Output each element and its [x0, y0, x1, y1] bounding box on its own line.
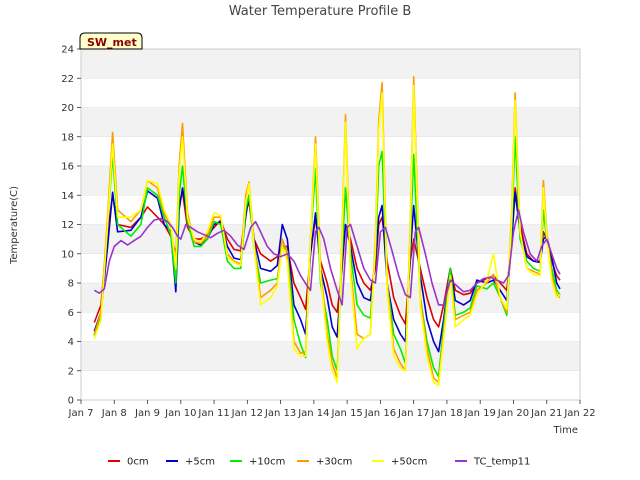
x-axis-label: Time [553, 425, 578, 436]
x-tick-label: Jan 12 [231, 408, 263, 419]
grid-band [81, 166, 580, 196]
x-tick-label: Jan 21 [530, 408, 562, 419]
x-tick-label: Jan 16 [364, 408, 396, 419]
grid-band [81, 78, 580, 108]
y-tick-label: 0 [68, 396, 74, 407]
y-tick-label: 4 [68, 337, 74, 348]
legend-label: 0cm [127, 457, 149, 468]
legend-label: +10cm [249, 457, 285, 468]
x-tick-label: Jan 17 [397, 408, 429, 419]
y-tick-label: 18 [61, 132, 74, 143]
x-tick-label: Jan 10 [164, 408, 196, 419]
x-tick-label: Jan 15 [330, 408, 362, 419]
y-tick-label: 6 [68, 308, 74, 319]
y-tick-label: 20 [61, 103, 74, 114]
y-tick-label: 14 [61, 191, 74, 202]
y-tick-label: 8 [68, 279, 74, 290]
y-tick-label: 10 [61, 249, 74, 260]
y-tick-label: 22 [61, 74, 74, 85]
x-tick-label: Jan 22 [563, 408, 595, 419]
series-line-50cm [93, 84, 561, 387]
grid-band [81, 370, 580, 400]
legend: 0cm +5cm +10cm +30cm +50cm TC_temp11 [108, 457, 530, 468]
grid-band [81, 224, 580, 254]
station-badge-box [79, 32, 143, 50]
x-tick-label: Jan 19 [464, 408, 496, 419]
x-tick-label: Jan 7 [68, 408, 94, 419]
grid-band [81, 49, 580, 79]
x-tick-label: Jan 14 [297, 408, 329, 419]
y-tick-label: 2 [68, 366, 74, 377]
y-tick-label: 12 [61, 220, 74, 231]
y-tick-label: 24 [61, 45, 74, 56]
series-lines [93, 76, 561, 387]
grid-band [81, 136, 580, 166]
legend-label: TC_temp11 [473, 457, 530, 468]
x-tick-label: Jan 11 [197, 408, 229, 419]
x-tick-label: Jan 9 [134, 408, 160, 419]
station-badge: SW_met [79, 32, 143, 50]
x-tick-label: Jan 13 [264, 408, 296, 419]
x-axis-ticks: Jan 7 Jan 8 Jan 9 Jan 10 Jan 11 Jan 12 Jan 13 J… [68, 400, 596, 419]
x-tick-label: Jan 18 [430, 408, 462, 419]
y-tick-label: 16 [61, 162, 74, 173]
y-axis-label: Temperature(C) [9, 186, 20, 265]
x-tick-label: Jan 8 [101, 408, 127, 419]
station-badge-label: SW_met [87, 36, 137, 49]
x-tick-label: Jan 20 [497, 408, 529, 419]
series-line-tctemp11 [93, 209, 561, 306]
legend-label: +50cm [391, 457, 427, 468]
chart-title: Water Temperature Profile B [229, 4, 412, 19]
legend-label: +30cm [316, 457, 352, 468]
grid-band [81, 107, 580, 137]
legend-label: +5cm [185, 457, 215, 468]
